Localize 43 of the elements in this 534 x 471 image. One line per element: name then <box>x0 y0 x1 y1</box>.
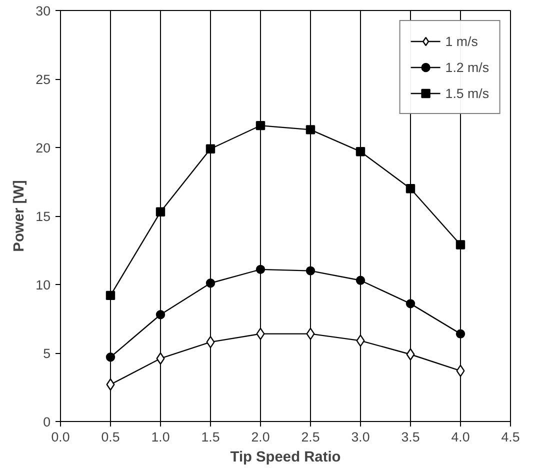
x-tick-label: 4.5 <box>501 430 520 444</box>
y-axis-title: Power [W] <box>12 180 28 252</box>
point <box>456 329 466 338</box>
legend-label: 1 m/s <box>445 34 478 48</box>
point <box>156 207 166 216</box>
legend-label: 1.5 m/s <box>445 86 489 100</box>
point <box>306 125 316 134</box>
x-tick-label: 2.0 <box>251 430 270 444</box>
point <box>156 310 166 320</box>
y-tick-label: 0 <box>43 414 51 430</box>
y-tick-label: 15 <box>36 209 51 224</box>
point <box>456 364 465 377</box>
x-axis-title: Tip Speed Ratio <box>230 450 341 466</box>
y-tick-label: 10 <box>36 278 51 292</box>
x-tick-label: 0.5 <box>101 430 120 444</box>
x-tick-label: 4.0 <box>451 430 470 444</box>
point <box>206 278 216 288</box>
x-tick-label: 1.5 <box>201 430 220 444</box>
x-tick-label: 3.5 <box>401 430 420 444</box>
point <box>106 352 116 362</box>
point <box>306 266 316 276</box>
x-tick-label: 0.0 <box>51 430 70 444</box>
point <box>306 328 315 340</box>
point <box>456 240 466 250</box>
point <box>406 184 416 194</box>
point <box>256 120 266 130</box>
point <box>406 299 416 308</box>
point <box>256 328 265 340</box>
x-tick-label: 3.0 <box>351 430 370 444</box>
point <box>356 276 366 285</box>
point <box>256 264 266 274</box>
legend-label: 1.2 m/s <box>445 60 489 74</box>
x-tick-label: 1.0 <box>151 430 170 444</box>
point <box>106 290 116 300</box>
x-tick-label: 2.5 <box>301 430 320 444</box>
y-tick-label: 20 <box>36 140 51 156</box>
point <box>206 144 216 154</box>
point <box>356 334 365 347</box>
point <box>356 147 366 156</box>
y-tick-label: 30 <box>36 4 51 18</box>
y-tick-label: 25 <box>36 72 51 87</box>
point <box>406 348 415 360</box>
y-tick-label: 5 <box>43 346 51 361</box>
